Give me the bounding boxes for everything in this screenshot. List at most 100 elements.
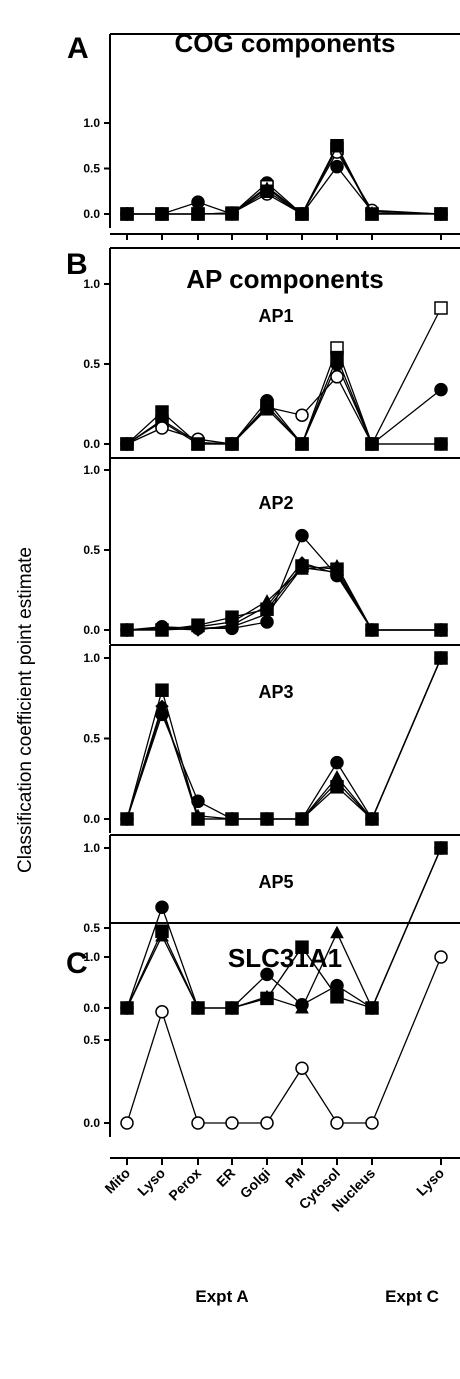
panel-title: SLC31A1 <box>228 943 342 973</box>
y-tick-label: 0.0 <box>83 812 100 826</box>
data-point <box>434 301 448 315</box>
data-point <box>330 370 344 384</box>
data-point <box>120 1116 134 1130</box>
data-point <box>330 1116 344 1130</box>
data-point <box>155 683 169 697</box>
series-3 <box>120 840 448 1014</box>
data-point <box>191 1116 205 1130</box>
data-point <box>434 840 448 854</box>
data-point <box>120 1000 134 1014</box>
data-point <box>365 207 379 221</box>
x-tick-label: Mito <box>101 1165 133 1197</box>
data-point <box>330 775 344 789</box>
data-point <box>295 1000 309 1014</box>
panel-3: 0.0 0.5 1.0 AP2 <box>83 457 460 644</box>
panel-subtitle: AP3 <box>258 682 293 702</box>
series-4 <box>120 651 448 826</box>
series-line <box>126 956 442 1124</box>
series-line <box>126 534 441 631</box>
data-point <box>434 651 448 665</box>
data-point <box>260 967 274 982</box>
panel-letter: A <box>67 32 89 65</box>
data-point <box>155 928 169 942</box>
data-point <box>260 1116 274 1130</box>
data-point <box>330 755 344 770</box>
series-5 <box>120 556 448 637</box>
data-point <box>191 1000 205 1014</box>
y-tick-label: 0.0 <box>83 623 100 637</box>
data-point <box>260 599 274 613</box>
data-point <box>295 528 309 543</box>
series-4 <box>120 350 448 451</box>
panel-title: COG components <box>174 28 395 58</box>
data-point <box>365 812 379 826</box>
data-point <box>295 408 309 422</box>
data-point <box>120 623 134 637</box>
y-tick-label: 1.0 <box>83 841 100 855</box>
data-point <box>155 207 169 221</box>
y-tick-label: 0.0 <box>83 437 100 451</box>
data-point <box>295 437 309 451</box>
panel-1: 0.0 0.5 1.0 A COG components <box>67 28 460 228</box>
data-point <box>365 623 379 637</box>
data-point <box>365 437 379 451</box>
panel-6: 0.0 0.5 1.0C SLC31A1 <box>66 922 460 1137</box>
panel-subtitle: AP2 <box>258 493 293 513</box>
data-point <box>330 990 344 1004</box>
x-tick-label: Golgi <box>237 1165 274 1202</box>
data-point <box>225 618 239 632</box>
series-line <box>126 375 441 445</box>
series-3 <box>120 145 448 221</box>
data-point <box>434 437 448 451</box>
series-5 <box>120 139 448 221</box>
y-tick-label: 1.0 <box>83 651 100 665</box>
data-point <box>225 1116 239 1130</box>
series-1 <box>120 651 448 826</box>
series-line <box>126 562 441 631</box>
data-point <box>155 621 169 636</box>
data-point <box>155 421 169 435</box>
y-tick-label: 1.0 <box>83 116 100 130</box>
series-4 <box>120 562 448 638</box>
panel-subtitle: AP5 <box>258 872 293 892</box>
data-point <box>295 812 309 826</box>
x-tick-label: Lyso <box>134 1165 168 1199</box>
y-tick-label: 0.5 <box>83 732 100 746</box>
y-tick-label: 0.0 <box>83 207 100 221</box>
series-2 <box>120 559 448 637</box>
y-axis-label: Classification coefficient point estimat… <box>15 547 36 873</box>
y-tick-label: 0.0 <box>83 1001 100 1015</box>
data-point <box>434 950 448 964</box>
series-3 <box>120 370 448 451</box>
group-label-expt-a: Expt A <box>195 1287 248 1306</box>
data-point <box>191 207 205 221</box>
data-point <box>225 206 239 220</box>
series-line <box>127 150 442 215</box>
data-point <box>330 567 344 581</box>
data-point <box>155 405 169 419</box>
data-point <box>191 437 205 451</box>
data-point <box>120 437 134 451</box>
data-point <box>225 812 239 826</box>
y-tick-label: 0.0 <box>83 1116 100 1130</box>
panels: 0.0 0.5 1.0 A COG components 0.00.51.0B AP com… <box>66 28 460 1137</box>
data-point <box>434 623 448 637</box>
data-point <box>434 207 448 221</box>
series-1 <box>120 950 448 1130</box>
data-point <box>155 900 169 914</box>
series-3 <box>120 558 448 636</box>
panel-4: 0.0 0.5 1.0 AP3 <box>83 644 460 833</box>
data-point <box>155 1005 169 1019</box>
group-label-expt-c: Expt C <box>385 1287 439 1306</box>
data-point <box>330 350 344 365</box>
panel-2: 0.0 0.5 1.0B AP components AP1 <box>66 247 460 458</box>
data-point <box>191 812 205 826</box>
series-line <box>127 566 441 631</box>
data-point <box>260 402 274 416</box>
data-point <box>365 1000 379 1014</box>
data-point <box>120 207 134 221</box>
data-point <box>225 1000 239 1014</box>
x-tick-label: ER <box>213 1165 238 1190</box>
